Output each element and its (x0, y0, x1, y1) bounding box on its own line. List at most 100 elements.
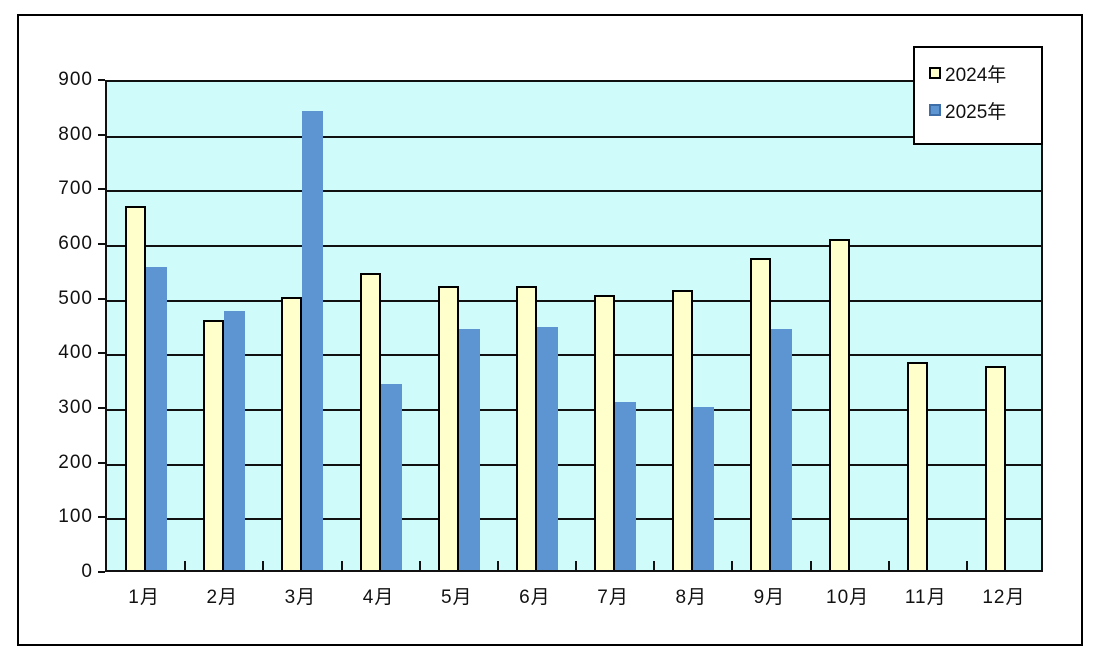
y-axis-label-400: 400 (58, 342, 93, 364)
bar-group-10月 (828, 82, 871, 570)
x-axis-label-8月: 8月 (675, 587, 708, 608)
x-axis-tick-4 (419, 561, 421, 570)
bar-2024年-1月 (125, 206, 147, 570)
bar-group-8月 (672, 82, 715, 570)
category-4月 (342, 82, 420, 570)
bar-2025年-6月 (536, 327, 558, 570)
bar-2024年-3月 (281, 297, 303, 570)
gridline-700 (107, 190, 1041, 193)
x-axis-label-10月: 10月 (826, 587, 870, 608)
bar-2025年-2月 (224, 311, 246, 570)
legend-swatch-2024-icon (929, 67, 941, 79)
x-axis-tick-1 (184, 561, 186, 570)
y-axis-label-600: 600 (58, 233, 93, 254)
bar-2024年-10月 (828, 239, 850, 570)
y-axis-label-0: 0 (81, 561, 93, 582)
legend-entry-2025: 2025年 (929, 98, 1041, 123)
gridline-400 (107, 354, 1041, 357)
bar-2025年-8月 (693, 407, 715, 570)
bar-2024年-11月 (906, 362, 928, 570)
legend-label-2025: 2025年 (945, 101, 1007, 123)
y-axis-tick-800 (98, 133, 105, 136)
bar-group-11月 (906, 82, 949, 570)
y-axis-tick-200 (98, 461, 105, 464)
category-9月 (732, 82, 810, 570)
category-8月 (654, 82, 732, 570)
x-axis-label-3月: 3月 (284, 587, 317, 608)
x-axis-tick-8 (731, 561, 733, 570)
bar-2024年-6月 (515, 286, 537, 570)
bar-group-3月 (281, 82, 324, 570)
y-axis-tick-500 (98, 297, 105, 300)
x-axis-tick-6 (575, 561, 577, 570)
x-axis-label-5月: 5月 (440, 587, 473, 608)
category-12月 (967, 82, 1045, 570)
bar-2025年-5月 (458, 329, 480, 570)
bar-2025年-9月 (771, 329, 793, 570)
legend-entry-2024: 2024年 (929, 61, 1041, 86)
category-10月 (811, 82, 889, 570)
bar-group-4月 (359, 82, 402, 570)
x-axis-label-4月: 4月 (362, 587, 395, 608)
x-axis-label-11月: 11月 (904, 587, 947, 608)
gridline-800 (107, 135, 1041, 138)
gridline-600 (107, 245, 1041, 247)
y-axis-tick-400 (98, 352, 105, 355)
y-axis-label-300: 300 (58, 397, 93, 418)
y-axis-label-700: 700 (58, 178, 93, 200)
plot-area (105, 80, 1043, 572)
bar-group-7月 (594, 82, 637, 570)
bar-2025年-3月 (302, 111, 324, 570)
x-axis-label-1月: 1月 (128, 587, 160, 608)
y-axis-label-800: 800 (58, 123, 93, 145)
x-axis-tick-3 (341, 561, 343, 570)
x-axis-label-6月: 6月 (519, 587, 551, 608)
bar-2025年-1月 (146, 267, 168, 570)
bar-2024年-7月 (594, 295, 616, 570)
category-7月 (576, 82, 654, 570)
bar-2024年-12月 (984, 366, 1006, 570)
y-axis-tick-300 (98, 407, 105, 409)
bar-group-1月 (125, 82, 168, 570)
x-axis-tick-11 (966, 561, 968, 570)
y-axis-tick-600 (98, 243, 105, 245)
legend-label-2024: 2024年 (945, 64, 1007, 86)
category-2月 (185, 82, 263, 570)
category-11月 (889, 82, 967, 570)
y-axis-label-200: 200 (58, 451, 93, 473)
bar-group-2月 (203, 82, 246, 570)
x-axis-label-12月: 12月 (982, 587, 1026, 608)
bar-2024年-9月 (750, 258, 772, 570)
bar-2025年-7月 (615, 402, 637, 570)
gridline-500 (107, 299, 1041, 302)
y-axis-tick-0 (98, 571, 105, 573)
x-axis-tick-10 (888, 561, 890, 570)
bar-2024年-5月 (437, 286, 459, 570)
category-3月 (263, 82, 341, 570)
y-axis-label-500: 500 (58, 287, 93, 309)
x-axis-tick-5 (497, 561, 499, 570)
x-axis-label-9月: 9月 (753, 587, 786, 608)
gridline-100 (107, 518, 1041, 521)
bar-2024年-4月 (359, 273, 381, 570)
y-axis-label-100: 100 (58, 506, 93, 528)
x-axis-tick-7 (653, 561, 655, 570)
x-axis-label-2月: 2月 (206, 587, 239, 608)
bar-group-5月 (437, 82, 480, 570)
x-axis-tick-2 (262, 561, 264, 570)
y-axis-tick-100 (98, 516, 105, 519)
bar-group-9月 (750, 82, 793, 570)
legend-swatch-2025-icon (929, 104, 941, 116)
category-5月 (420, 82, 498, 570)
bar-2024年-8月 (672, 290, 694, 570)
gridline-300 (107, 409, 1041, 411)
y-axis-label-900: 900 (58, 69, 93, 90)
x-axis-tick-9 (810, 561, 812, 570)
bar-group-6月 (515, 82, 558, 570)
category-1月 (107, 82, 185, 570)
y-axis-tick-700 (98, 188, 105, 191)
bar-2025年-4月 (380, 384, 402, 570)
gridline-200 (107, 463, 1041, 466)
y-axis-tick-900 (98, 79, 105, 81)
